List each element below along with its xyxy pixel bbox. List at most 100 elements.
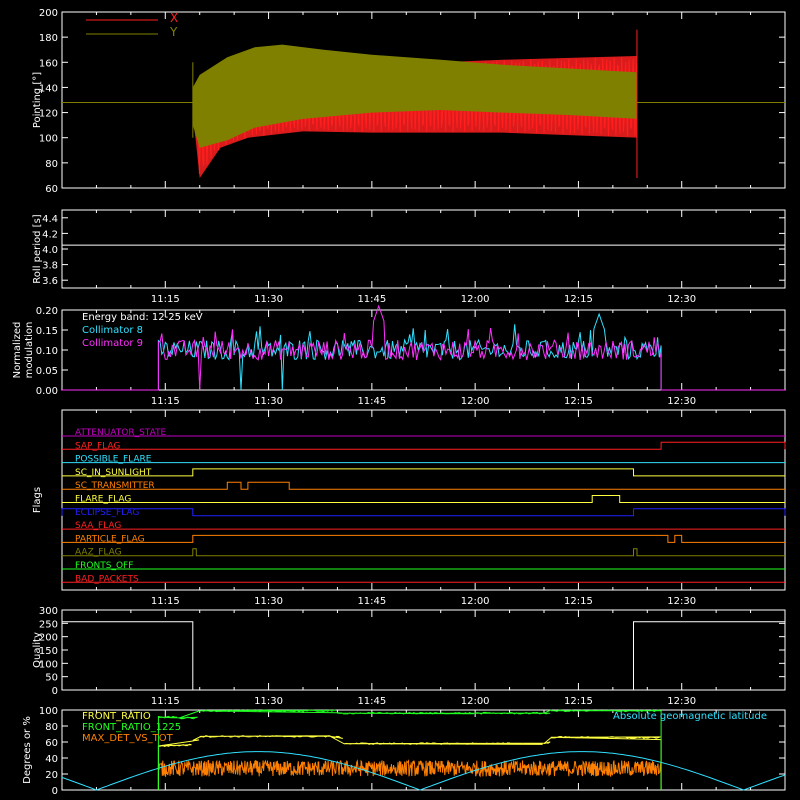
series-line-collimator-9 [62,304,785,391]
x-tick-label: 12:30 [667,696,696,707]
x-tick-label: 11:45 [357,696,386,707]
flag-line-aaz-flag [62,548,785,557]
y-tick-label: 250 [39,619,58,630]
flag-label: FRONTS_OFF [75,561,133,571]
flag-line-particle-flag [62,534,785,543]
y-axis-label-line1: Normalized [12,322,23,379]
series-line-y [192,45,637,147]
x-tick-label: 12:00 [461,294,490,305]
x-tick-label: 11:45 [357,294,386,305]
y-axis-label: Roll period [s] [32,214,43,283]
flag-label: ECLIPSE_FLAG [75,508,139,518]
x-tick-label: 11:30 [254,396,283,407]
y-tick-label: 4.0 [42,245,58,256]
legend-title: Energy band: 12-25 keV [82,312,203,323]
y-tick-label: 0 [52,686,58,697]
flag-label: AAZ_FLAG [75,548,122,558]
y-axis-label: Flags [32,487,43,513]
flag-line-sc-transmitter [62,481,785,490]
series-line-front-ratio-1225 [157,709,662,790]
flag-label: POSSIBLE_FLARE [75,455,152,465]
flag-line-sc-in-sunlight [62,468,785,477]
flag-label: SAP_FLAG [75,441,120,451]
y-tick-label: 80 [45,159,58,170]
y-tick-label: 100 [39,134,58,145]
x-tick-label: 12:15 [564,696,593,707]
legend-label-front-ratio: FRONT_RATIO [82,711,151,722]
x-tick-label: 11:30 [254,696,283,707]
legend-label-collimator-8: Collimator 8 [82,325,143,336]
flag-label: SC_TRANSMITTER [75,481,155,491]
y-tick-label: 60 [45,738,58,749]
flag-label: BAD_PACKETS [75,574,139,584]
flag-label: PARTICLE_FLAG [75,534,145,544]
y-axis-label: Degrees or % [22,716,33,784]
y-tick-label: 180 [39,33,58,44]
legend-label-y: Y [169,25,178,39]
panel-frame-3 [61,409,786,591]
flag-label: ATTENUATOR_STATE [75,428,167,438]
x-tick-label: 11:15 [151,396,180,407]
x-tick-label: 12:15 [564,596,593,607]
y-tick-label: 200 [39,8,58,19]
legend-label-front-ratio-1225: FRONT_RATIO_1225 [82,722,181,733]
x-tick-label: 11:45 [357,396,386,407]
series-line-collimator-8 [62,312,785,391]
x-tick-label: 12:00 [461,596,490,607]
series-line-geomagnetic-latitude [61,751,786,791]
x-tick-label: 11:15 [151,696,180,707]
panel-frame-5 [61,709,786,791]
y-tick-label: 150 [39,646,58,657]
x-tick-label: 12:30 [667,396,696,407]
x-tick-label: 12:00 [461,396,490,407]
flag-label: SAA_FLAG [75,521,121,531]
x-tick-label: 12:15 [564,294,593,305]
y-tick-label: 0.10 [36,346,58,357]
y-tick-label: 40 [45,754,58,765]
y-tick-label: 50 [45,673,58,684]
flag-label: SC_IN_SUNLIGHT [75,468,152,478]
x-tick-label: 11:15 [151,596,180,607]
y-tick-label: 100 [39,659,58,670]
series-line-quality [62,621,785,691]
y-tick-label: 120 [39,109,58,120]
y-tick-label: 0.00 [36,386,58,397]
x-tick-label: 12:30 [667,294,696,305]
x-tick-label: 11:30 [254,596,283,607]
x-tick-label: 11:45 [357,596,386,607]
y-tick-label: 200 [39,633,58,644]
legend-label-max-det-vs-tot: MAX_DET_VS_TOT [82,733,174,744]
y-axis-label: Pointing [°] [32,72,43,128]
flag-label: FLARE_FLAG [75,495,131,505]
y-tick-label: 4.2 [42,229,58,240]
y-tick-label: 60 [45,184,58,195]
y-tick-label: 0.20 [36,306,58,317]
y-tick-label: 20 [45,770,58,781]
x-tick-label: 12:00 [461,696,490,707]
y-tick-label: 0 [52,786,58,797]
y-tick-label: 140 [39,83,58,94]
y-tick-label: 100 [39,706,58,717]
x-tick-label: 12:15 [564,396,593,407]
flag-line-flare-flag [62,495,785,503]
y-tick-label: 0.05 [36,366,58,377]
y-tick-label: 0.15 [36,326,58,337]
x-tick-label: 11:30 [254,294,283,305]
series-line-front-ratio [157,735,662,790]
y-tick-label: 300 [39,606,58,617]
y-tick-label: 4.4 [42,214,58,225]
flag-line-sap-flag [62,441,786,450]
series-line-max-det-vs-tot [157,759,662,791]
legend-label-x: X [170,11,178,25]
y-tick-label: 3.6 [42,276,58,287]
y-axis-label: Quality [32,632,43,668]
y-tick-label: 3.8 [42,261,58,272]
y-tick-label: 160 [39,58,58,69]
y-axis-label-line2: modulation [24,322,35,379]
legend-label-geomagnetic-latitude: Absolute geomagnetic latitude [613,711,767,722]
x-tick-label: 11:15 [151,294,180,305]
legend-label-collimator-9: Collimator 9 [82,338,143,349]
panel-frame-0 [61,11,786,189]
